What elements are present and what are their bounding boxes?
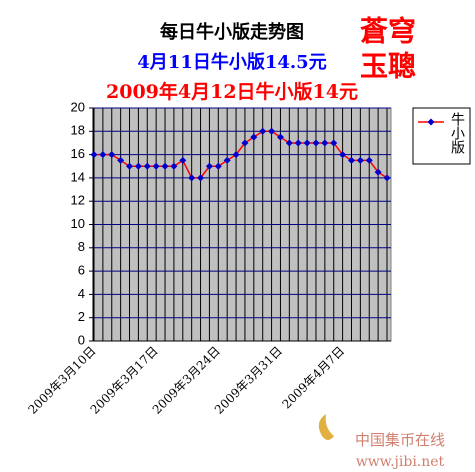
marker [197,174,205,182]
y-tick-label: 10 [71,216,85,231]
marker [330,139,338,147]
marker [126,162,134,170]
marker [179,156,187,164]
y-tick-label: 16 [71,146,85,161]
marker [134,162,142,170]
marker [214,162,222,170]
y-tick-label: 18 [71,123,85,138]
marker [205,162,213,170]
marker [143,162,151,170]
marker [365,156,373,164]
marker [339,151,347,159]
y-tick-label: 4 [78,286,85,301]
marker [170,162,178,170]
stamp: 玉聰 [360,50,416,83]
y-tick-label: 8 [78,239,85,254]
marker [294,139,302,147]
marker [232,151,240,159]
watermark: 中国集币在线 [355,431,445,449]
marker [268,127,276,135]
marker [152,162,160,170]
marker [188,174,196,182]
marker [356,156,364,164]
marker [285,139,293,147]
watermark: www.jibi.net [356,454,445,470]
marker [303,139,311,147]
y-tick-label: 0 [78,332,85,347]
y-tick-label: 2 [78,309,85,324]
logo [318,414,334,440]
marker [241,139,249,147]
marker [259,127,267,135]
marker [223,156,231,164]
marker [250,133,258,141]
legend-label: 牛小版 [449,112,465,155]
chart-title: 每日牛小版走势图 [160,21,304,43]
subtitle: 2009年4月12日牛小版14元 [106,80,358,103]
marker [374,168,382,176]
marker [276,133,284,141]
x-tick-label: 2009年3月31日 [212,344,285,417]
marker [99,151,107,159]
marker [117,156,125,164]
stamp: 蒼穹 [360,15,416,48]
y-tick-label: 12 [71,193,85,208]
marker [321,139,329,147]
marker [312,139,320,147]
y-tick-label: 14 [71,169,85,184]
marker [108,151,116,159]
line [94,130,388,179]
marker [90,151,98,159]
y-tick-label: 20 [71,99,85,114]
marker [383,174,391,182]
legend [412,107,471,165]
subtitle: 4月11日牛小版14.5元 [137,51,326,73]
marker [347,156,355,164]
y-tick-label: 6 [78,263,85,278]
marker [161,162,169,170]
x-tick-label: 2009年4月7日 [279,344,347,412]
legend-marker [427,118,435,126]
